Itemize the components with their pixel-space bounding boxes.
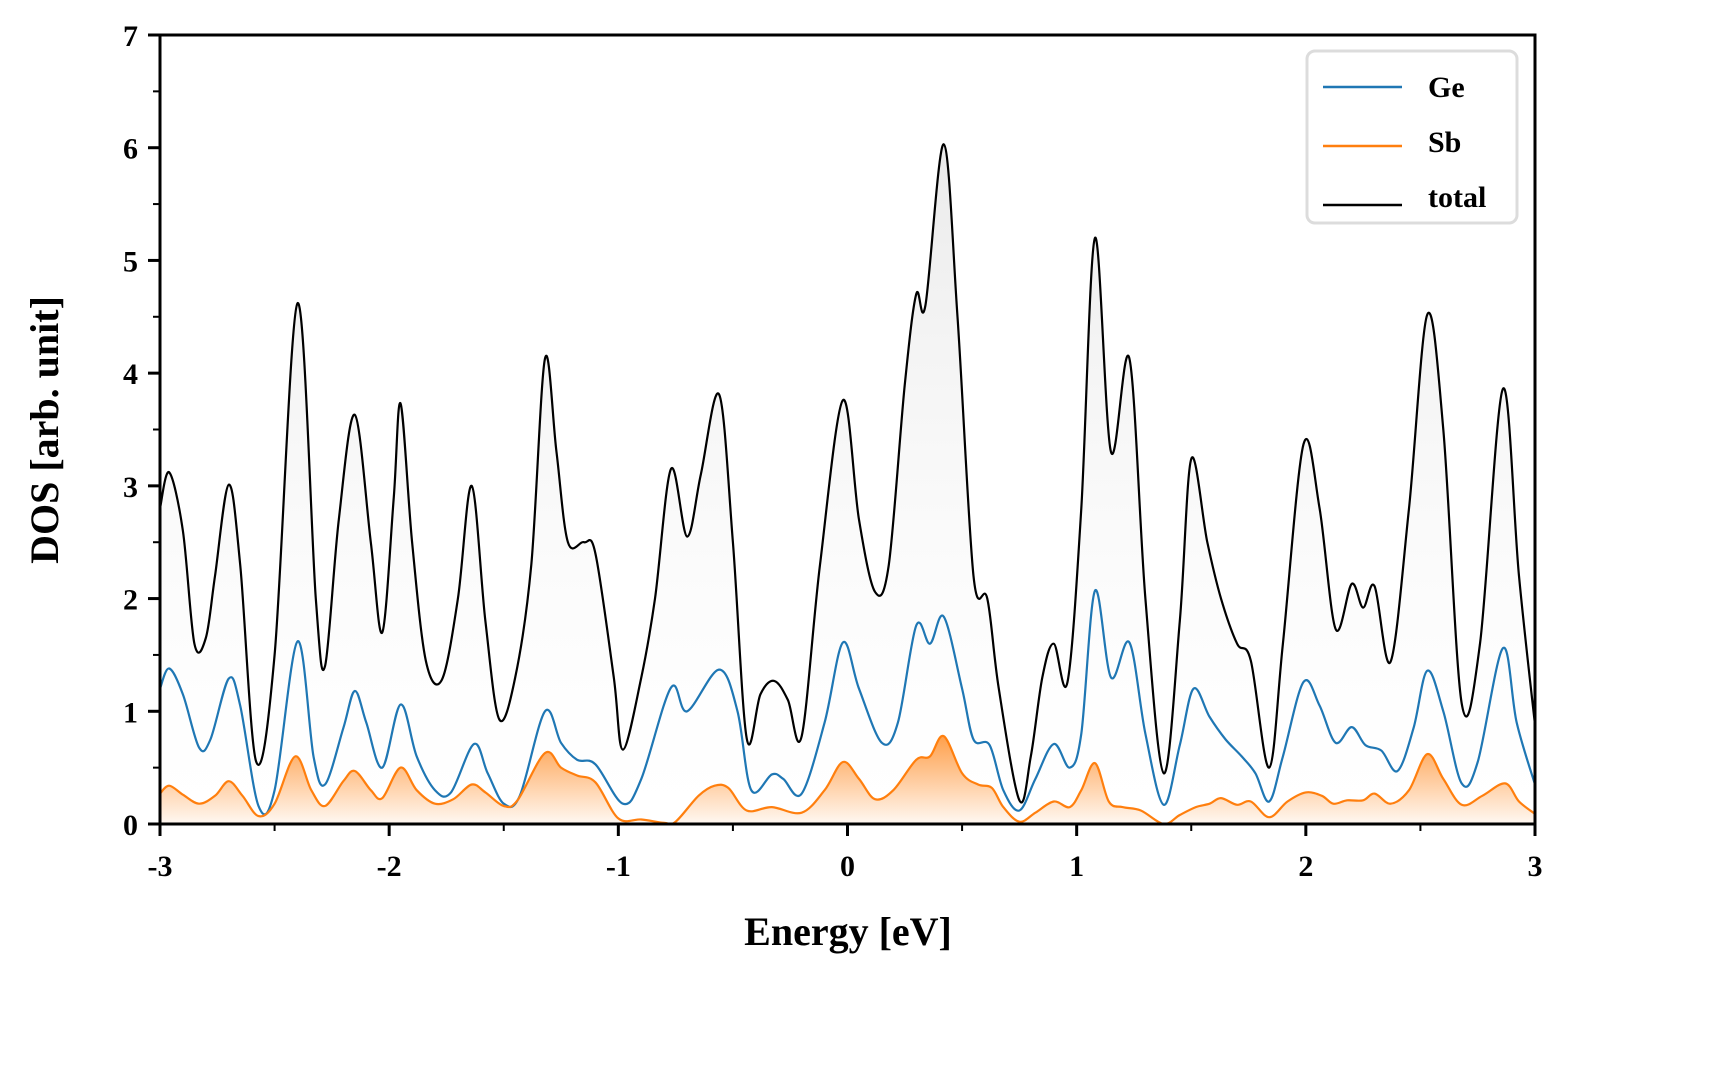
series-lines (160, 143, 1535, 824)
y-tick-label: 1 (123, 696, 138, 729)
y-axis: 0 1 2 3 4 5 6 7 (123, 20, 160, 842)
area-fills (160, 144, 1535, 824)
series-line-sb (160, 734, 1535, 824)
legend-label-total: total (1428, 181, 1486, 214)
x-tick-label: 3 (1528, 850, 1543, 883)
x-tick-label: 0 (840, 850, 855, 883)
y-tick-label: 4 (123, 358, 138, 391)
legend-box (1305, 49, 1519, 225)
series-line-ge (160, 589, 1535, 816)
y-tick-label: 7 (123, 20, 138, 53)
y-tick-label: 3 (123, 471, 138, 504)
x-tick-label: 2 (1298, 850, 1313, 883)
y-axis-title: DOS [arb. unit] (22, 296, 67, 564)
x-tick-label: -3 (148, 850, 173, 883)
x-tick-label: -1 (606, 850, 631, 883)
legend-label-ge: Ge (1428, 71, 1465, 104)
x-axis-title: Energy [eV] (744, 909, 952, 954)
y-tick-label: 5 (123, 245, 138, 278)
legend: Ge Sb total (1305, 49, 1519, 225)
area-fill-sb (160, 736, 1535, 824)
x-tick-label: 1 (1069, 850, 1084, 883)
legend-label-sb: Sb (1428, 126, 1461, 159)
y-tick-label: 2 (123, 584, 138, 617)
x-tick-label: -2 (377, 850, 402, 883)
area-fill-total (160, 144, 1535, 824)
y-tick-label: 0 (123, 809, 138, 842)
y-tick-label: 6 (123, 133, 138, 166)
x-axis: -3 -2 -1 0 1 2 3 (148, 824, 1543, 883)
series-line-total (160, 143, 1535, 804)
